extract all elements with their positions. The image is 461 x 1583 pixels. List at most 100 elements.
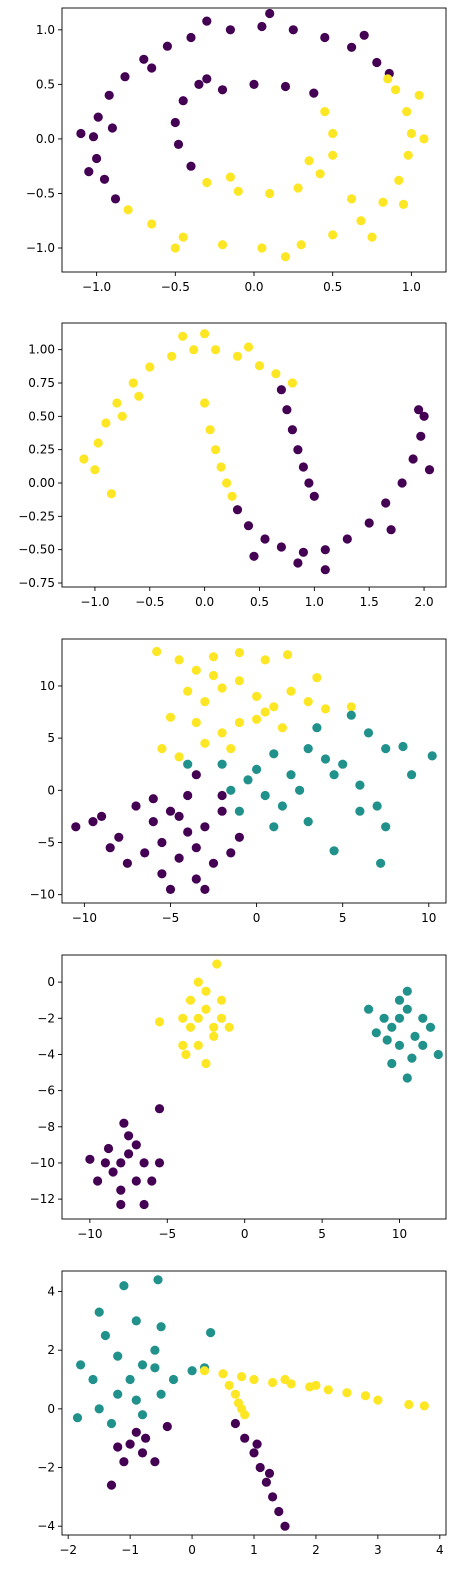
y-tick-label: 1.0 [36, 23, 55, 37]
scatter-point [212, 959, 222, 969]
scatter-point [257, 21, 267, 32]
scatter-point [298, 547, 308, 557]
y-tick-label: −4 [37, 1519, 55, 1533]
scatter-point [243, 521, 254, 531]
scatter-point [93, 438, 103, 448]
scatter-point [154, 1104, 165, 1114]
scatter-point [226, 848, 236, 858]
scatter-point [225, 172, 235, 182]
scatter-point [397, 478, 407, 488]
scatter-point [286, 686, 296, 696]
scatter-point [234, 832, 244, 842]
scatter-point [217, 683, 227, 693]
scatter-point [139, 54, 149, 64]
scatter-point [360, 1391, 371, 1401]
scatter-point [234, 717, 244, 728]
scatter-point [280, 252, 291, 262]
scatter-point [125, 1374, 135, 1385]
scatter-point [209, 1031, 219, 1041]
scatter-point [346, 710, 356, 720]
scatter-point [304, 478, 314, 488]
scatter-point [131, 1395, 141, 1405]
y-tick-label: 0 [47, 975, 55, 989]
scatter-point [88, 817, 98, 827]
axes-frame [61, 7, 447, 273]
scatter-point [257, 243, 267, 253]
scatter-point [124, 1149, 134, 1159]
scatter-point [225, 25, 235, 35]
x-tick-label: 2.0 [415, 595, 434, 609]
scatter-point [356, 216, 366, 226]
x-tick-label: 0.0 [195, 595, 214, 609]
scatter-point [174, 752, 184, 762]
y-tick-label: −6 [37, 1084, 55, 1098]
scatter-point [202, 74, 212, 84]
scatter-point [320, 545, 330, 555]
scatter-point [100, 1330, 110, 1341]
scatter-point [147, 1176, 157, 1186]
scatter-point [113, 1351, 123, 1361]
scatter-point [404, 1399, 414, 1410]
scatter-point [363, 728, 374, 738]
scatter-point [193, 977, 203, 987]
scatter-point [280, 81, 291, 92]
axes-frame [61, 638, 447, 904]
axes-frame [61, 322, 447, 588]
scatter-point [280, 1374, 290, 1385]
scatter-point [113, 1442, 123, 1452]
scatter-point [71, 822, 81, 832]
scatter-point [106, 489, 116, 499]
x-tick-label: −0.5 [135, 595, 164, 609]
scatter-point [128, 378, 138, 388]
scatter-point [311, 1380, 321, 1390]
x-tick-label: 10 [392, 1227, 407, 1241]
scatter-point [105, 843, 115, 853]
y-tick-label: 1.00 [28, 343, 55, 357]
scatter-point [137, 1360, 148, 1370]
scatter-point [217, 806, 227, 816]
scatter-point [226, 785, 236, 795]
scatter-point [156, 1322, 166, 1332]
scatter-point [372, 57, 382, 68]
scatter-point [139, 1199, 149, 1210]
scatter-point [150, 1457, 160, 1467]
scatter-point [232, 505, 243, 515]
scatter-point [414, 90, 424, 100]
y-tick-label: 0.00 [28, 476, 55, 490]
scatter-point [114, 832, 124, 842]
y-tick-label: −8 [37, 1120, 55, 1134]
scatter-panel-4: −10 −5 0 5 10 −12 −10 −8 −6 −4 −2 0 [30, 954, 447, 1241]
y-tick-label: 0.25 [28, 443, 55, 457]
scatter-point [218, 1369, 228, 1379]
x-tick-label: −0.5 [161, 280, 190, 294]
scatter-point [205, 425, 215, 435]
scatter-point [202, 16, 212, 26]
scatter-point [260, 707, 270, 717]
y-tick-label: −2 [37, 1011, 55, 1025]
scatter-point [309, 88, 319, 98]
scatter-point [243, 342, 254, 352]
scatter-point [141, 1433, 151, 1443]
scatter-point [398, 741, 408, 752]
scatter-point [402, 986, 412, 996]
scatter-point [106, 1418, 117, 1429]
scatter-point [183, 790, 193, 801]
x-tick-label: 0 [188, 1543, 196, 1557]
scatter-point [282, 405, 292, 415]
scatter-point [168, 1374, 179, 1385]
scatter-point [328, 128, 338, 139]
scatter-point [94, 1307, 104, 1317]
scatter-point [287, 425, 297, 435]
x-tick-label: 3 [374, 1543, 382, 1557]
scatter-point [181, 1049, 191, 1060]
x-tick-label: 0.5 [323, 280, 342, 294]
scatter-point [186, 32, 196, 43]
scatter-point [260, 655, 270, 665]
scatter-point [76, 1360, 86, 1370]
scatter-point [260, 790, 270, 801]
scatter-point [154, 1158, 165, 1168]
scatter-point [122, 858, 132, 868]
scatter-point [178, 331, 188, 341]
scatter-point [277, 723, 287, 733]
scatter-point [382, 1035, 392, 1045]
